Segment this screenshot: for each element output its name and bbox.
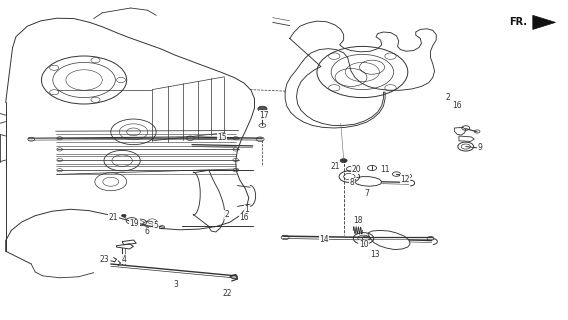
Text: 23: 23 — [99, 255, 109, 264]
Text: 6: 6 — [145, 228, 150, 236]
Text: 14: 14 — [319, 236, 328, 244]
Text: 18: 18 — [353, 216, 362, 225]
Polygon shape — [533, 15, 556, 29]
Text: 20: 20 — [351, 165, 361, 174]
Text: 5: 5 — [153, 221, 158, 230]
Text: 11: 11 — [381, 165, 390, 174]
Text: 1: 1 — [244, 205, 249, 214]
Text: 8: 8 — [350, 178, 354, 187]
Text: 2: 2 — [224, 210, 229, 219]
Text: 16: 16 — [453, 101, 462, 110]
Text: 12: 12 — [400, 175, 410, 184]
Circle shape — [340, 159, 347, 163]
Text: 7: 7 — [364, 189, 369, 198]
Circle shape — [258, 106, 267, 111]
Text: 9: 9 — [477, 143, 482, 152]
Text: 4: 4 — [122, 255, 126, 264]
Text: 2: 2 — [446, 93, 450, 102]
Text: 10: 10 — [359, 240, 368, 249]
Text: 15: 15 — [217, 133, 227, 142]
Text: 13: 13 — [370, 250, 379, 259]
Text: 19: 19 — [130, 220, 139, 228]
Text: 3: 3 — [174, 280, 178, 289]
Circle shape — [122, 214, 126, 217]
Text: 21: 21 — [330, 162, 340, 171]
Text: 17: 17 — [260, 111, 269, 120]
Text: FR.: FR. — [509, 17, 527, 28]
Text: 22: 22 — [223, 289, 232, 298]
Text: 21: 21 — [108, 213, 118, 222]
Text: 6: 6 — [134, 221, 139, 230]
Text: 16: 16 — [240, 213, 249, 222]
